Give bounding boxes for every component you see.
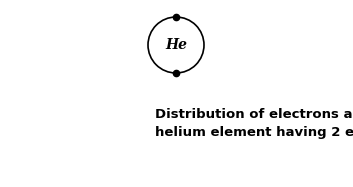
Text: He: He bbox=[165, 38, 187, 52]
Text: helium element having 2 electrons: helium element having 2 electrons bbox=[155, 126, 353, 139]
Text: Distribution of electrons around: Distribution of electrons around bbox=[155, 108, 353, 121]
